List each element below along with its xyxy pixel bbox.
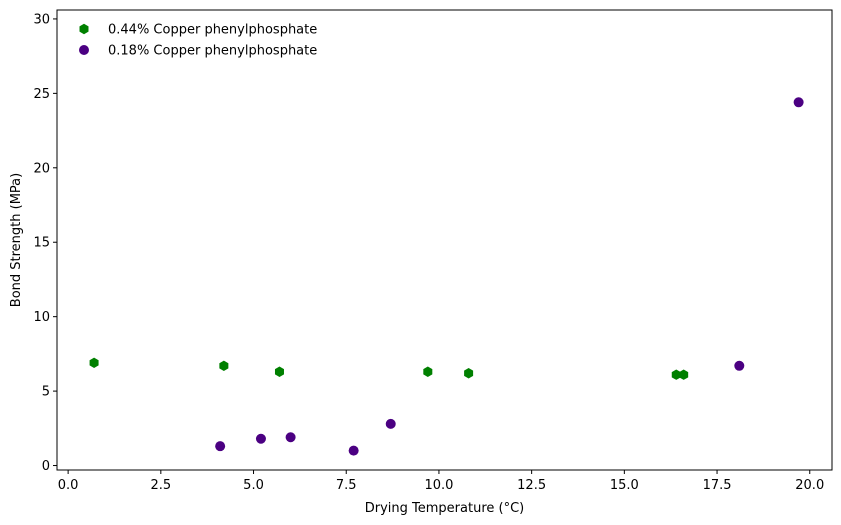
data-point — [793, 97, 804, 108]
data-point — [423, 366, 433, 377]
data-point — [89, 357, 99, 369]
data-point — [679, 369, 689, 380]
x-axis: 0.0 2.5 5.0 7.5 10.0 12.5 15.0 17.5 20.0 — [58, 470, 824, 493]
legend-marker-0044-series — [79, 23, 89, 35]
data-point — [385, 418, 396, 429]
y-tick-label: 15 — [33, 236, 50, 251]
y-tick-label: 25 — [33, 87, 50, 102]
x-tick-label: 20.0 — [795, 478, 824, 493]
series-0-points — [89, 357, 689, 380]
series-1-points — [215, 97, 804, 456]
data-point — [255, 433, 266, 444]
data-point — [671, 369, 681, 380]
plot-area-frame — [56, 9, 833, 471]
x-tick-label: 12.5 — [517, 478, 546, 493]
y-tick-label: 10 — [33, 310, 50, 325]
data-point — [219, 360, 229, 371]
data-point — [274, 366, 284, 377]
x-tick-label: 5.0 — [243, 478, 264, 493]
y-tick-label: 0 — [42, 459, 50, 474]
y-axis: 0 5 10 15 20 25 30 — [33, 12, 57, 474]
data-point — [215, 441, 226, 452]
x-tick-label: 2.5 — [150, 478, 171, 493]
x-tick-label: 0.0 — [58, 478, 79, 493]
legend-label-0018-series: 0.18% Copper phenylphosphate — [108, 44, 317, 59]
y-tick-label: 20 — [33, 161, 50, 176]
y-tick-label: 30 — [33, 12, 50, 27]
legend: 0.44% Copper phenylphosphate 0.18% Coppe… — [79, 23, 317, 59]
data-point — [285, 432, 296, 443]
legend-marker-symbol — [79, 45, 89, 55]
legend-marker-symbol — [79, 23, 89, 35]
x-tick-label: 7.5 — [336, 478, 357, 493]
data-point — [734, 360, 745, 371]
x-tick-label: 15.0 — [610, 478, 639, 493]
legend-label-0044-series: 0.44% Copper phenylphosphate — [108, 23, 317, 38]
x-tick-label: 10.0 — [424, 478, 453, 493]
x-axis-title: Drying Temperature (°C) — [365, 501, 525, 516]
chart-marks — [89, 97, 804, 456]
y-axis-title: Bond Strength (MPa) — [9, 173, 24, 307]
data-point — [464, 368, 474, 379]
y-tick-label: 5 — [42, 385, 50, 400]
data-point — [348, 445, 359, 456]
legend-marker-0018-series — [79, 45, 89, 55]
x-tick-label: 17.5 — [703, 478, 732, 493]
